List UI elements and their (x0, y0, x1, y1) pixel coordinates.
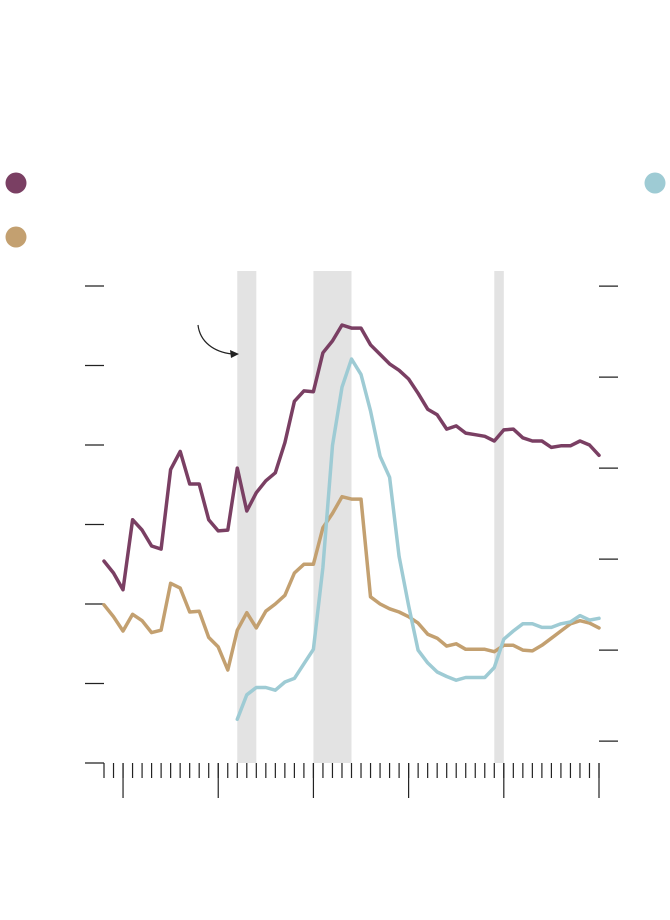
legend-dot (5, 172, 27, 194)
shaded-range (494, 271, 504, 763)
data-line (102, 494, 601, 672)
data-line (235, 357, 601, 722)
shaded-range (237, 271, 257, 763)
data-line (102, 323, 601, 592)
annotation-arrow (197, 324, 239, 358)
shaded-range (313, 271, 352, 763)
legend-dot (644, 172, 666, 194)
plot (5, 172, 666, 798)
legend-dot (5, 226, 27, 248)
